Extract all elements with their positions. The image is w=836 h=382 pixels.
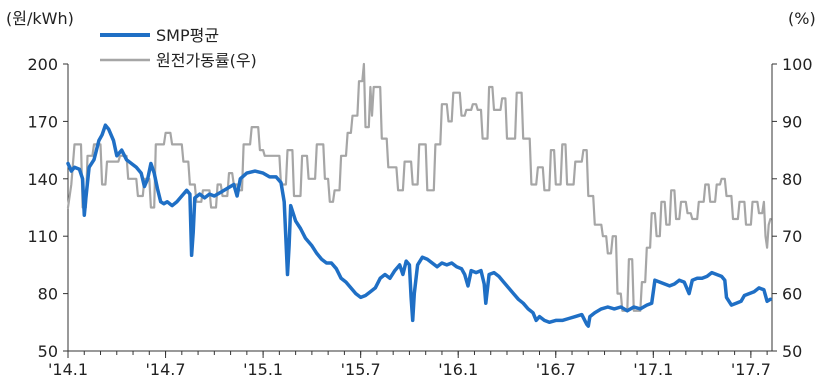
x-tick-label: '15.7 bbox=[341, 360, 381, 379]
right-tick-label: 100 bbox=[782, 55, 813, 74]
x-tick-label: '14.7 bbox=[146, 360, 186, 379]
x-tick-label: '16.1 bbox=[438, 360, 478, 379]
left-tick-label: 200 bbox=[27, 55, 58, 74]
legend: SMP평균 원전가동률(우) bbox=[100, 26, 257, 70]
x-tick-label: '15.1 bbox=[243, 360, 283, 379]
left-tick-label: 50 bbox=[38, 342, 58, 361]
left-tick-label: 170 bbox=[27, 112, 58, 131]
legend-label-smp: SMP평균 bbox=[156, 26, 219, 45]
left-tick-label: 140 bbox=[27, 170, 58, 189]
series-line-smp-average bbox=[66, 123, 773, 328]
right-tick-label: 90 bbox=[782, 112, 802, 131]
series-line-nuclear-utilization bbox=[66, 62, 772, 312]
left-axis-unit: (원/kWh) bbox=[6, 9, 74, 28]
right-tick-label: 70 bbox=[782, 227, 802, 246]
x-tick-label: '16.7 bbox=[536, 360, 576, 379]
x-tick-label: '17.7 bbox=[731, 360, 771, 379]
right-tick-label: 80 bbox=[782, 170, 802, 189]
x-tick-label: '14.1 bbox=[48, 360, 88, 379]
right-axis-unit: (%) bbox=[788, 9, 816, 28]
x-tick-label: '17.1 bbox=[633, 360, 673, 379]
left-tick-label: 110 bbox=[27, 227, 58, 246]
legend-label-nuclear: 원전가동률(우) bbox=[156, 51, 257, 70]
right-tick-label: 60 bbox=[782, 285, 802, 304]
left-tick-label: 80 bbox=[38, 285, 58, 304]
right-tick-label: 50 bbox=[782, 342, 802, 361]
